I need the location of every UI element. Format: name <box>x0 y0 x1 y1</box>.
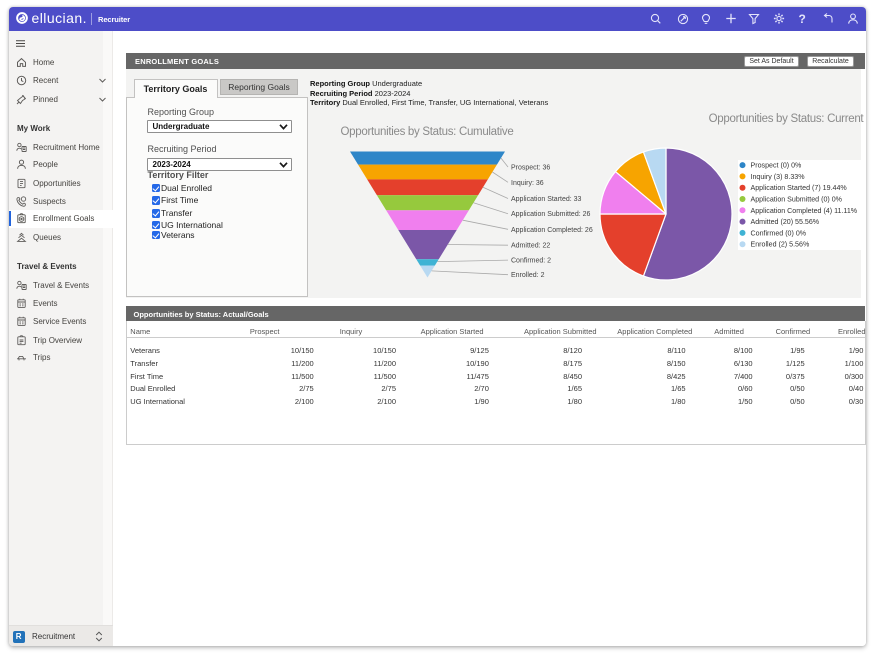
svg-text:Admitted: 22: Admitted: 22 <box>511 243 550 250</box>
svg-text:Inquiry: 36: Inquiry: 36 <box>511 180 544 187</box>
svg-text:Enrolled: 2: Enrolled: 2 <box>511 272 545 279</box>
svg-text:Application Started (7) 19.44%: Application Started (7) 19.44% <box>751 184 848 192</box>
svg-text:Prospect: 36: Prospect: 36 <box>511 165 550 172</box>
svg-text:Confirmed: 2: Confirmed: 2 <box>511 258 551 265</box>
svg-text:Inquiry (3) 8.33%: Inquiry (3) 8.33% <box>751 173 806 181</box>
svg-text:Enrolled (2) 5.56%: Enrolled (2) 5.56% <box>751 241 810 249</box>
svg-text:Application Completed: 26: Application Completed: 26 <box>511 227 593 234</box>
svg-text:Confirmed (0) 0%: Confirmed (0) 0% <box>751 229 807 237</box>
svg-text:Prospect (0) 0%: Prospect (0) 0% <box>751 162 803 170</box>
svg-text:Application Started: 33: Application Started: 33 <box>511 196 582 203</box>
svg-text:Admitted (20) 55.56%: Admitted (20) 55.56% <box>751 218 820 226</box>
svg-text:Application Submitted (0) 0%: Application Submitted (0) 0% <box>751 196 843 204</box>
svg-text:Application Completed (4) 11.1: Application Completed (4) 11.11% <box>751 207 858 215</box>
svg-text:?: ? <box>799 13 806 25</box>
svg-text:Application Submitted: 26: Application Submitted: 26 <box>511 211 590 218</box>
